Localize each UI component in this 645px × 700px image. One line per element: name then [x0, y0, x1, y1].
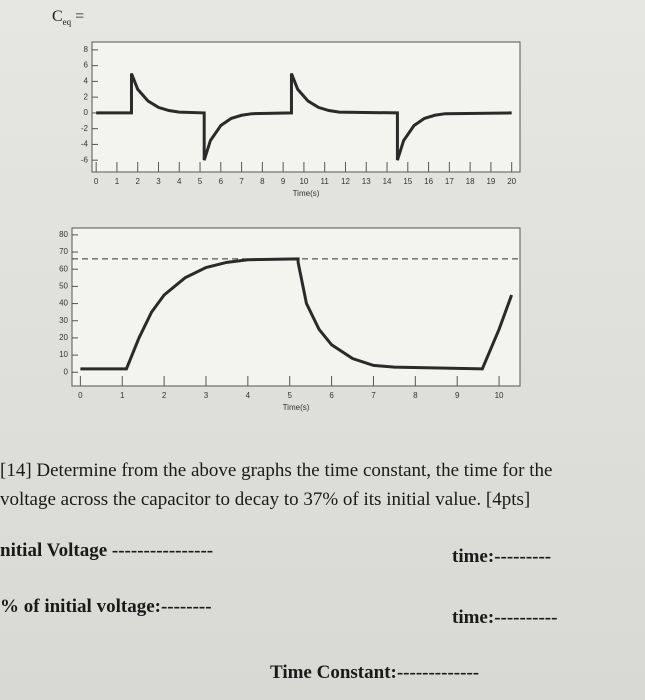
x-tick-label: 6 [329, 391, 334, 400]
x-tick-label: 10 [299, 177, 308, 186]
x-axis-label: Time(s) [293, 189, 320, 198]
y-tick-label: 60 [59, 264, 68, 273]
x-tick-label: 0 [94, 177, 99, 186]
y-tick-label: 80 [59, 230, 68, 239]
y-tick-label: -2 [81, 124, 89, 133]
y-tick-label: 70 [59, 247, 68, 256]
x-tick-label: 9 [455, 391, 460, 400]
question-line: [14] Determine from the above graphs the… [0, 460, 553, 481]
x-tick-label: 4 [177, 177, 182, 186]
plot-area [91, 41, 521, 173]
x-tick-label: 6 [219, 177, 224, 186]
charts: 0 1 2 3 4 5 6 7 8 9 10 11 12 13 14 15 16 17 18 19 2086420-2-… [59, 41, 521, 412]
x-tick-label: 11 [321, 177, 330, 186]
y-tick-label: 50 [59, 282, 68, 291]
answer-field: nitial Voltage ---------------- [0, 540, 214, 561]
y-tick-label: 2 [84, 92, 89, 101]
x-tick-label: 2 [162, 391, 167, 400]
y-tick-label: 30 [59, 316, 68, 325]
x-tick-label: 1 [120, 391, 125, 400]
x-tick-label: 0 [78, 391, 83, 400]
y-tick-label: 0 [64, 367, 69, 376]
data-line [80, 257, 514, 371]
x-tick-label: 2 [135, 177, 140, 186]
y-tick-label: -6 [81, 155, 89, 164]
x-tick-label: 15 [403, 177, 412, 186]
y-tick-label: -4 [81, 140, 89, 149]
x-tick-label: 7 [239, 177, 244, 186]
x-tick-label: 14 [383, 177, 392, 186]
x-tick-label: 7 [371, 391, 376, 400]
y-tick-label: 10 [59, 350, 68, 359]
x-tick-label: 20 [507, 177, 516, 186]
subscript: eq [62, 17, 72, 28]
x-tick-label: 5 [287, 391, 292, 400]
answer-field: % of initial voltage:-------- [0, 596, 212, 617]
x-tick-label: 3 [156, 177, 161, 186]
x-tick-label: 5 [198, 177, 203, 186]
data-line [96, 72, 512, 161]
plot-area [71, 227, 521, 387]
x-tick-label: 1 [115, 177, 120, 186]
x-tick-label: 12 [341, 177, 350, 186]
y-tick-label: 20 [59, 333, 68, 342]
header: Ceq = [52, 8, 84, 27]
answer-field: time:---------- [452, 607, 558, 628]
x-tick-label: 3 [204, 391, 209, 400]
x-tick-label: 10 [495, 391, 504, 400]
y-tick-label: 8 [84, 45, 89, 54]
x-tick-label: 13 [362, 177, 371, 186]
answer-field: Time Constant:------------- [270, 662, 480, 683]
answer-field: time:--------- [452, 546, 552, 567]
x-tick-label: 8 [260, 177, 265, 186]
x-tick-label: 4 [246, 391, 251, 400]
y-tick-label: 4 [84, 77, 89, 86]
y-tick-label: 40 [59, 299, 68, 308]
x-tick-label: 8 [413, 391, 418, 400]
sign: = [75, 8, 85, 25]
y-tick-label: 0 [84, 108, 89, 117]
symbol: C [52, 8, 63, 25]
x-tick-label: 19 [486, 177, 495, 186]
x-tick-label: 16 [424, 177, 433, 186]
x-axis-label: Time(s) [283, 403, 310, 412]
x-tick-label: 17 [445, 177, 454, 186]
x-tick-label: 9 [281, 177, 286, 186]
question-line: voltage across the capacitor to decay to… [0, 489, 531, 510]
y-tick-label: 6 [84, 61, 89, 70]
x-tick-label: 18 [466, 177, 475, 186]
